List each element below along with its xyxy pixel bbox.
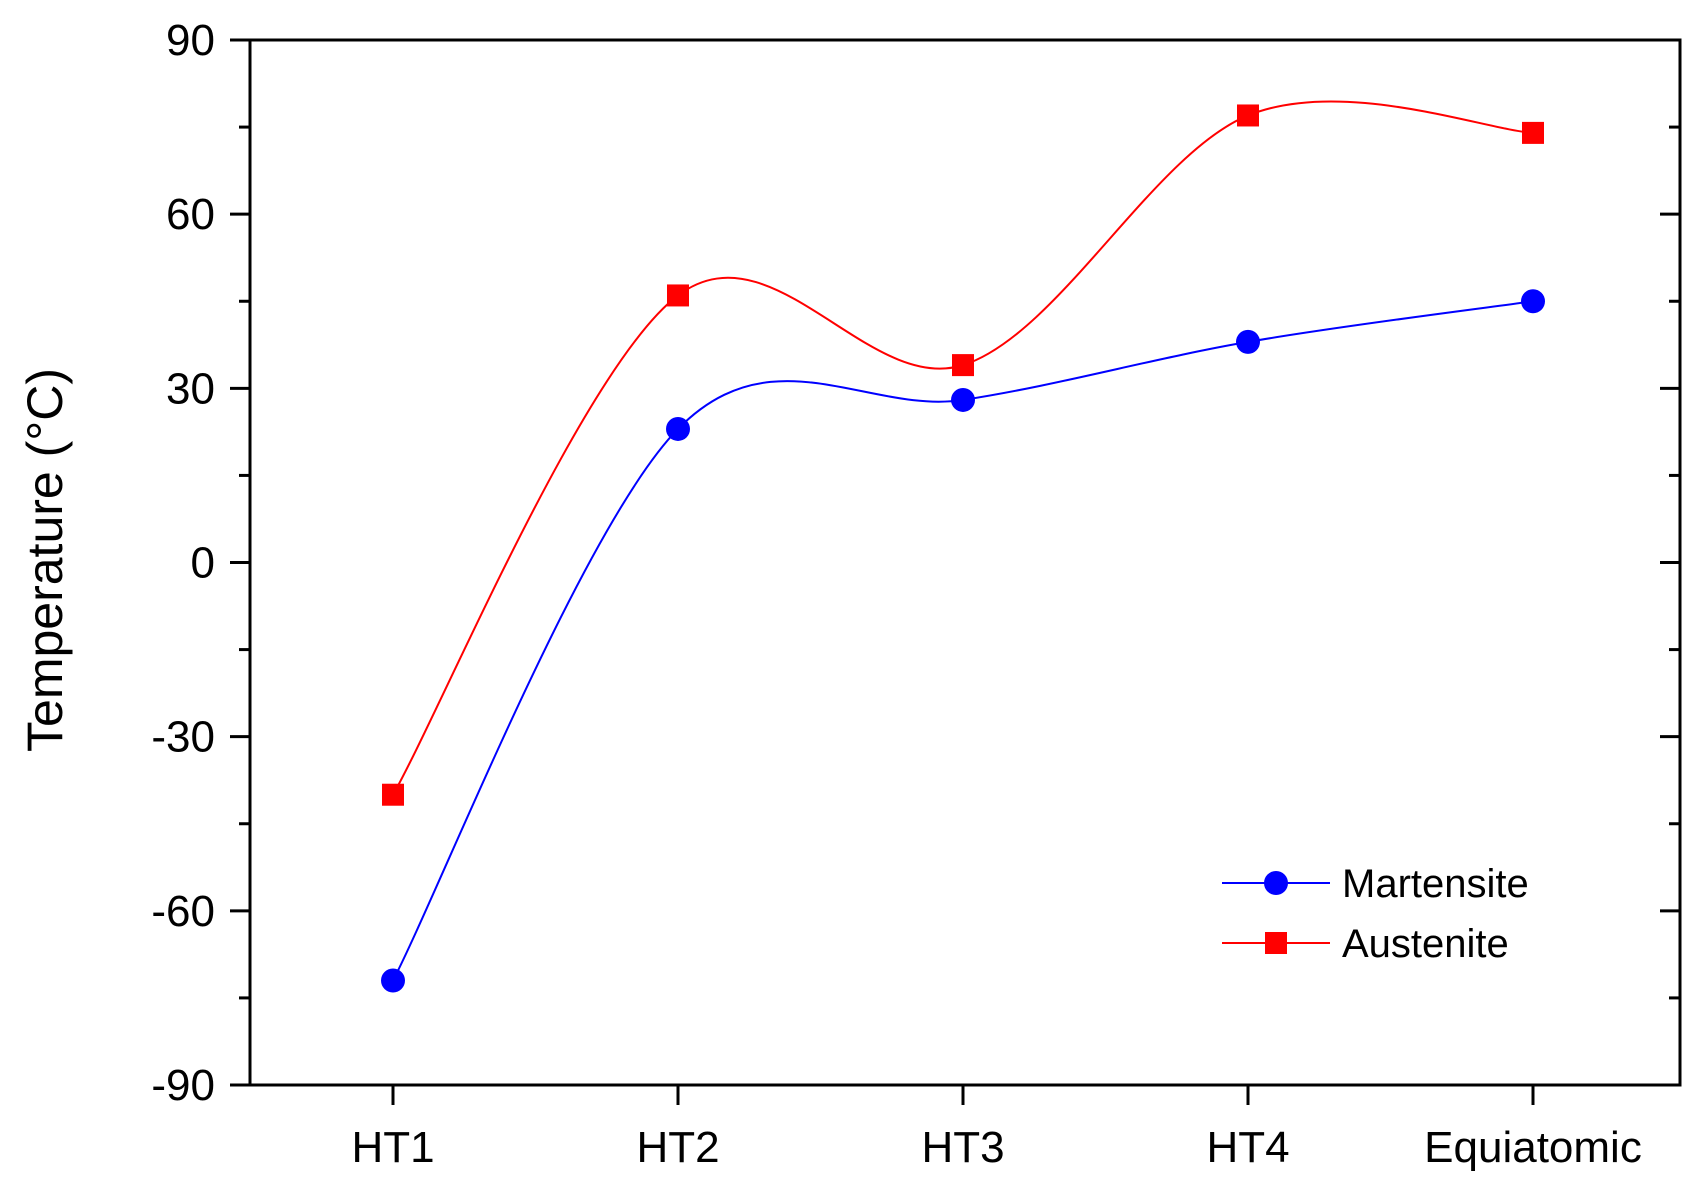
axis-ticks [230,38,1680,1105]
y-tick-label: 90 [166,16,215,65]
data-point-austenite [1522,121,1544,144]
data-point-martensite [951,387,975,412]
y-tick-label: -90 [151,1061,215,1110]
legend-label-austenite: Austenite [1342,922,1509,966]
legend-marker-austenite [1265,932,1287,954]
legend-marker-martensite [1264,871,1288,895]
series-group [381,100,1545,993]
data-point-austenite [667,284,689,307]
y-tick-label: 30 [166,364,215,413]
legend: Martensite Austenite [1222,862,1529,966]
data-point-austenite [382,783,404,806]
series-line-martensite [392,300,1534,981]
y-tick-label: -30 [151,713,215,762]
x-tick-label: HT2 [636,1123,719,1172]
x-tick-label: HT4 [1206,1123,1289,1172]
x-tick-label: HT3 [921,1123,1004,1172]
y-axis-title: Temperature (°C) [17,368,73,752]
y-tick-label: -60 [151,887,215,936]
legend-label-martensite: Martensite [1342,862,1529,906]
tick-labels: -90 -60 -30 0 30 60 90 HT1 HT2 HT3 HT4 Equiatomic [151,16,1641,1172]
x-tick-label: HT1 [351,1123,434,1172]
y-tick-label: 0 [191,539,215,588]
x-tick-label: Equiatomic [1424,1123,1642,1172]
data-point-martensite [381,968,405,993]
data-point-martensite [1236,329,1260,354]
data-point-martensite [666,416,690,441]
series-line-austenite [392,100,1534,796]
y-tick-label: 60 [166,190,215,239]
data-point-austenite [952,354,974,377]
data-point-austenite [1237,104,1259,127]
data-point-martensite [1521,289,1545,314]
